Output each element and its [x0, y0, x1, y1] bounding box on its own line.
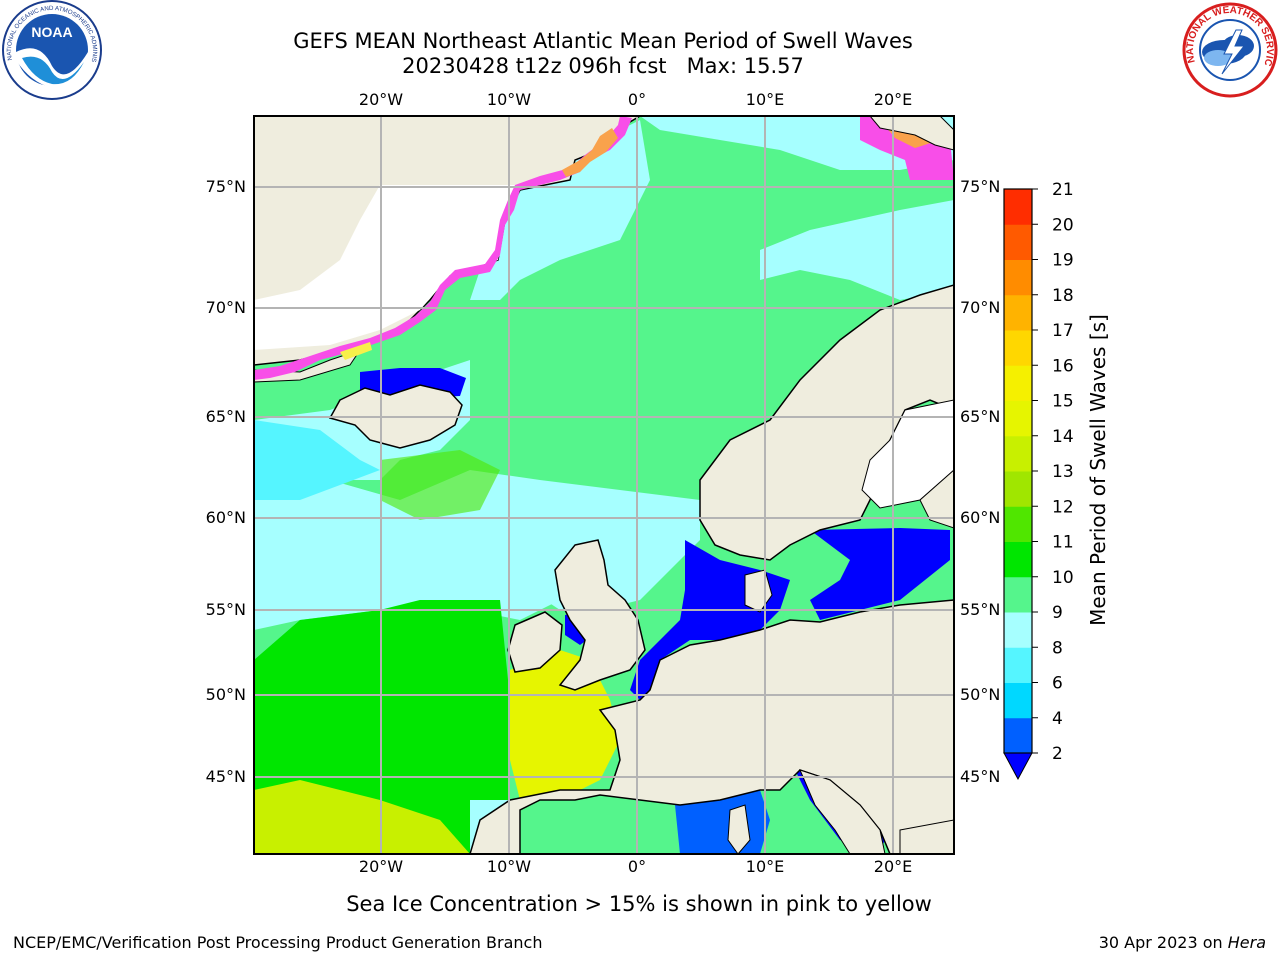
lat-label-left: 60°N: [205, 508, 246, 527]
land-finland: [919, 469, 954, 529]
land-corsica-sardinia: [727, 804, 751, 854]
lon-label-top: 20°W: [358, 90, 404, 109]
lat-label-right: 60°N: [960, 508, 1001, 527]
lon-label-top: 10°W: [486, 90, 532, 109]
band-yellow-biscay: [510, 650, 620, 800]
band-green-patch: [380, 450, 500, 520]
lon-label-bottom: 0°: [627, 857, 647, 876]
lat-label-right: 65°N: [960, 407, 1001, 426]
lon-label-top: 0°: [627, 90, 647, 109]
band-yellow-southwest: [254, 780, 470, 854]
land-europe: [469, 599, 954, 854]
lat-label-right: 75°N: [960, 177, 1001, 196]
map-frame: [253, 115, 955, 855]
lon-label-bottom: 20°E: [873, 857, 913, 876]
band-cyan-mid: [254, 470, 700, 630]
chart-title: GEFS MEAN Northeast Atlantic Mean Period…: [293, 29, 913, 53]
colorbar-label: Mean Period of Swell Waves [s]: [1086, 314, 1110, 626]
lat-label-right: 70°N: [960, 298, 1001, 317]
footer-host: Hera: [1227, 933, 1266, 952]
lon-label-bottom: 10°W: [486, 857, 532, 876]
footer-date: 30 Apr 2023 on Hera: [1099, 933, 1266, 953]
band-cyan-greenland-sea: [470, 120, 650, 300]
lat-label-right: 55°N: [960, 600, 1001, 619]
band-cyan-barents: [760, 200, 954, 300]
lon-label-bottom: 20°W: [358, 857, 404, 876]
sea-ice-orange-1: [562, 128, 618, 177]
nws-logo: NATIONAL WEATHER SERVICE: [1175, 0, 1280, 100]
land-svalbard: [869, 116, 954, 151]
map-field: [254, 116, 954, 854]
lat-label-left: 70°N: [205, 298, 246, 317]
lon-label-top: 10°E: [745, 90, 785, 109]
lat-label-left: 45°N: [205, 767, 246, 786]
footer-credit: NCEP/EMC/Verification Post Processing Pr…: [13, 933, 543, 952]
chart-subtitle: 20230428 t12z 096h fcst Max: 15.57: [402, 54, 804, 78]
map-grid: [254, 116, 954, 854]
lon-label-bottom: 10°E: [745, 857, 785, 876]
footer-date-text: 30 Apr 2023 on: [1098, 933, 1228, 952]
band-cyan-strong-west: [254, 420, 380, 500]
lat-label-left: 65°N: [205, 407, 246, 426]
sea-ice-edge-greenland: [254, 116, 632, 380]
lat-label-left: 50°N: [205, 685, 246, 704]
land-italy: [799, 769, 886, 854]
land-balkans: [899, 819, 954, 854]
lat-label-right: 45°N: [960, 767, 1001, 786]
baltic-low: [810, 528, 950, 620]
gulf-of-bothnia: [861, 399, 954, 509]
noaa-logo-text: NOAA: [31, 24, 72, 40]
sea-ice-annotation: Sea Ice Concentration > 15% is shown in …: [346, 892, 932, 916]
lat-label-left: 55°N: [205, 600, 246, 619]
noaa-logo: NOAA NATIONAL OCEANIC AND ATMOSPHERIC AD…: [0, 0, 105, 105]
land-great-britain: [554, 539, 646, 691]
lon-label-top: 20°E: [873, 90, 913, 109]
sea-ice-yellow-1: [340, 342, 372, 360]
lat-label-left: 75°N: [205, 177, 246, 196]
lat-label-right: 50°N: [960, 685, 1001, 704]
